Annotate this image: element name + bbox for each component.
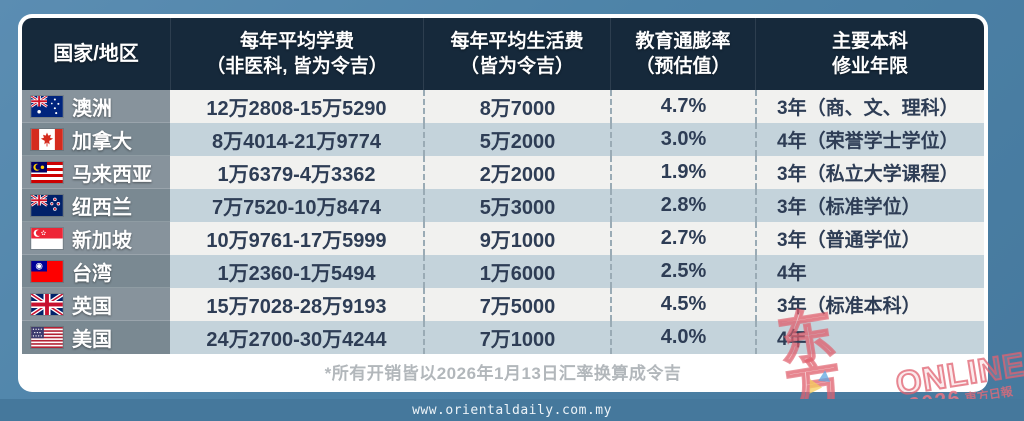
country-name: 纽西兰 <box>72 196 132 219</box>
duration-cell: 3年（私立大学课程） <box>755 156 984 189</box>
table-row-malaysia: 马来西亚 1万6379-4万3362 2万2000 1.9% 3年（私立大学课程… <box>22 156 984 189</box>
country-cell: 加拿大 <box>22 123 170 156</box>
living-cost-cell: 2万2000 <box>423 156 610 189</box>
inflation-cell: 4.5% <box>610 288 755 321</box>
living-cost-cell: 5万3000 <box>423 189 610 222</box>
country-name: 加拿大 <box>72 130 132 153</box>
living-cost-cell: 8万7000 <box>423 90 610 123</box>
living-cost-cell: 7万1000 <box>423 321 610 354</box>
uk-flag-icon <box>31 293 63 315</box>
living-cost-cell: 7万5000 <box>423 288 610 321</box>
country-cell: 英国 <box>22 288 170 321</box>
column-title: 主要本科 <box>831 30 908 52</box>
duration-cell: 3年（普通学位） <box>755 222 984 255</box>
malaysia-flag-icon <box>31 161 63 183</box>
table-row-singapore: 新加坡 10万9761-17万5999 9万1000 2.7% 3年（普通学位） <box>22 222 984 255</box>
table-row-new-zealand: 纽西兰 7万7520-10万8474 5万3000 2.8% 3年（标准学位） <box>22 189 984 222</box>
column-header-duration: 主要本科 修业年限 <box>755 18 984 90</box>
cost-comparison-table: 国家/地区 每年平均学费 （非医科, 皆为令吉） 每年平均生活费 （皆为令吉） … <box>22 18 984 388</box>
table-row-taiwan: 台湾 1万2360-1万5494 1万6000 2.5% 4年 <box>22 255 984 288</box>
duration-cell: 3年（标准本科） <box>755 288 984 321</box>
table-row-australia: 澳洲 12万2808-15万5290 8万7000 4.7% 3年（商、文、理科… <box>22 90 984 123</box>
duration-cell: 4年 <box>755 255 984 288</box>
exchange-rate-footnote: *所有开销皆以2026年1月13日汇率换算成令吉 <box>22 354 984 388</box>
canada-flag-icon <box>31 128 63 150</box>
living-cost-cell: 5万2000 <box>423 123 610 156</box>
country-cell: 澳洲 <box>22 90 170 123</box>
column-subtitle: （非医科, 皆为令吉） <box>206 56 388 77</box>
country-name: 英国 <box>72 295 112 318</box>
website-url: www.orientaldaily.com.my <box>412 402 612 418</box>
tuition-cell: 12万2808-15万5290 <box>170 90 423 123</box>
duration-cell: 3年（标准学位） <box>755 189 984 222</box>
country-cell: 纽西兰 <box>22 189 170 222</box>
singapore-flag-icon <box>31 227 63 249</box>
tuition-cell: 10万9761-17万5999 <box>170 222 423 255</box>
column-header-tuition: 每年平均学费 （非医科, 皆为令吉） <box>170 18 423 90</box>
australia-flag-icon <box>31 95 63 117</box>
inflation-cell: 1.9% <box>610 156 755 189</box>
usa-flag-icon <box>31 327 63 348</box>
tuition-cell: 1万6379-4万3362 <box>170 156 423 189</box>
column-subtitle: （预估值） <box>635 56 731 77</box>
table-body: 澳洲 12万2808-15万5290 8万7000 4.7% 3年（商、文、理科… <box>22 90 984 354</box>
tuition-cell: 8万4014-21万9774 <box>170 123 423 156</box>
cost-comparison-table-card: 国家/地区 每年平均学费 （非医科, 皆为令吉） 每年平均生活费 （皆为令吉） … <box>18 14 988 392</box>
taiwan-flag-icon <box>31 260 63 282</box>
column-subtitle: 修业年限 <box>831 56 908 77</box>
inflation-cell: 3.0% <box>610 123 755 156</box>
inflation-cell: 4.0% <box>610 321 755 354</box>
column-title: 每年平均生活费 <box>450 30 584 52</box>
website-bar: www.orientaldaily.com.my <box>0 399 1024 421</box>
table-row-usa: 美国 24万2700-30万4244 7万1000 4.0% 4年 <box>22 321 984 354</box>
inflation-cell: 4.7% <box>610 90 755 123</box>
column-header-inflation: 教育通膨率 （预估值） <box>610 18 755 90</box>
duration-cell: 3年（商、文、理科） <box>755 90 984 123</box>
living-cost-cell: 1万6000 <box>423 255 610 288</box>
column-title: 国家/地区 <box>53 42 139 65</box>
duration-cell: 4年（荣誉学士学位） <box>755 123 984 156</box>
country-name: 台湾 <box>72 262 112 285</box>
country-name: 新加坡 <box>72 229 132 252</box>
country-cell: 马来西亚 <box>22 156 170 189</box>
table-header-row: 国家/地区 每年平均学费 （非医科, 皆为令吉） 每年平均生活费 （皆为令吉） … <box>22 18 984 90</box>
country-name: 马来西亚 <box>72 163 152 186</box>
country-name: 美国 <box>72 329 112 351</box>
country-cell: 美国 <box>22 321 170 354</box>
column-subtitle: （皆为令吉） <box>459 56 574 77</box>
country-cell: 新加坡 <box>22 222 170 255</box>
inflation-cell: 2.5% <box>610 255 755 288</box>
living-cost-cell: 9万1000 <box>423 222 610 255</box>
duration-cell: 4年 <box>755 321 984 354</box>
country-name: 澳洲 <box>72 97 112 120</box>
tuition-cell: 15万7028-28万9193 <box>170 288 423 321</box>
inflation-cell: 2.7% <box>610 222 755 255</box>
column-header-country: 国家/地区 <box>22 18 170 90</box>
new-zealand-flag-icon <box>31 194 63 216</box>
tuition-cell: 1万2360-1万5494 <box>170 255 423 288</box>
column-title: 教育通膨率 <box>635 30 731 52</box>
inflation-cell: 2.8% <box>610 189 755 222</box>
table-row-canada: 加拿大 8万4014-21万9774 5万2000 3.0% 4年（荣誉学士学位… <box>22 123 984 156</box>
column-header-living-cost: 每年平均生活费 （皆为令吉） <box>423 18 610 90</box>
table-row-uk: 英国 15万7028-28万9193 7万5000 4.5% 3年（标准本科） <box>22 288 984 321</box>
country-cell: 台湾 <box>22 255 170 288</box>
column-title: 每年平均学费 <box>239 30 354 52</box>
tuition-cell: 24万2700-30万4244 <box>170 321 423 354</box>
tuition-cell: 7万7520-10万8474 <box>170 189 423 222</box>
